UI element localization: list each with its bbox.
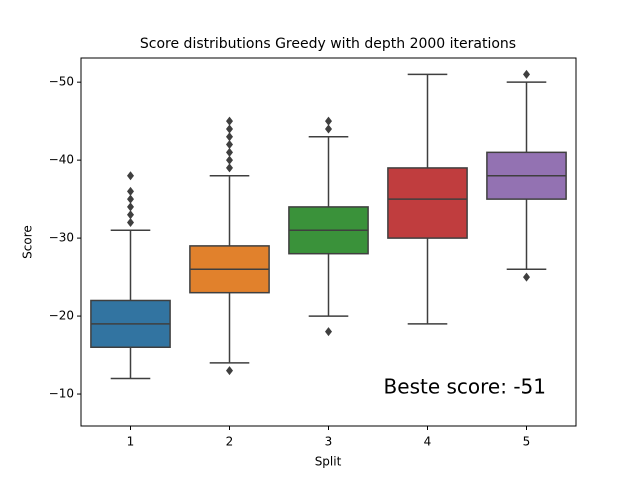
y-tick-label: −50 xyxy=(49,75,74,89)
flier xyxy=(226,132,233,142)
flier xyxy=(127,218,134,228)
flier xyxy=(523,272,530,282)
flier xyxy=(226,124,233,134)
x-tick-label: 3 xyxy=(325,435,333,449)
flier xyxy=(127,186,134,196)
y-axis-label: Score xyxy=(21,225,35,259)
box xyxy=(387,167,468,239)
flier xyxy=(226,155,233,165)
flier xyxy=(523,69,530,79)
y-tick-label: −40 xyxy=(49,153,74,167)
flier xyxy=(226,163,233,173)
annotation: Beste score: -51 xyxy=(384,375,546,399)
x-tick-label: 5 xyxy=(523,435,531,449)
flier xyxy=(325,124,332,134)
flier xyxy=(127,194,134,204)
y-tick-label: −10 xyxy=(49,387,74,401)
flier xyxy=(325,327,332,337)
flier xyxy=(127,210,134,220)
flier xyxy=(226,116,233,126)
x-tick-label: 4 xyxy=(424,435,432,449)
x-axis-label: Split xyxy=(315,455,342,469)
y-tick-label: −20 xyxy=(49,309,74,323)
x-tick-label: 2 xyxy=(226,435,234,449)
flier xyxy=(226,147,233,157)
flier xyxy=(127,171,134,181)
flier xyxy=(226,140,233,150)
axes-frame xyxy=(80,57,577,427)
y-tick-label: −30 xyxy=(49,231,74,245)
x-tick-label: 1 xyxy=(127,435,135,449)
flier xyxy=(127,202,134,212)
flier xyxy=(226,366,233,376)
chart-title: Score distributions Greedy with depth 20… xyxy=(140,36,516,52)
flier xyxy=(325,116,332,126)
